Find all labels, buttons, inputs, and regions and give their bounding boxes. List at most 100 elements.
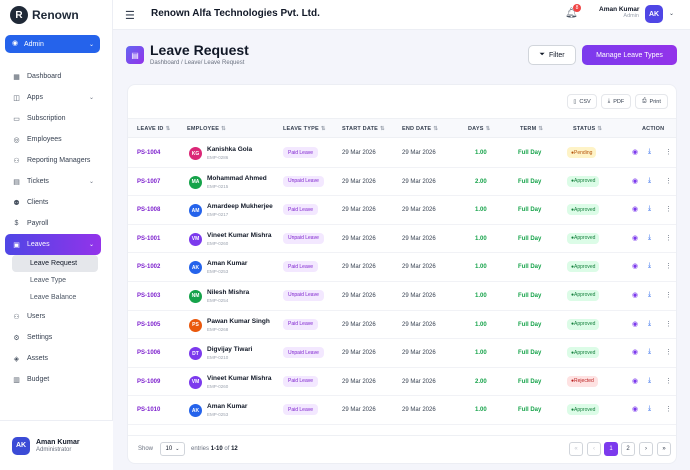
page-button[interactable]: › <box>639 442 653 456</box>
download-icon[interactable]: ⤓ <box>648 176 652 184</box>
filter-button[interactable]: ⏷ Filter <box>528 45 576 65</box>
sidebar-item-leaves[interactable]: ▣ Leaves ⌄ <box>5 234 101 255</box>
sidebar-subitem-leave-type[interactable]: Leave Type <box>12 272 98 289</box>
column-header[interactable]: EMPLOYEE ⇅ <box>187 126 226 132</box>
pdf-button[interactable]: ⤓ PDF <box>601 94 631 109</box>
leave-id[interactable]: PS-1009 <box>137 378 161 385</box>
leave-id[interactable]: PS-1001 <box>137 235 161 242</box>
download-icon[interactable]: ⤓ <box>648 348 652 356</box>
eye-icon[interactable]: ◉ <box>632 320 639 328</box>
more-icon[interactable]: ⋮ <box>665 377 672 385</box>
more-icon[interactable]: ⋮ <box>665 177 672 185</box>
leave-id[interactable]: PS-1002 <box>137 264 161 271</box>
column-header[interactable]: DAYS ⇅ <box>468 126 490 132</box>
column-header[interactable]: LEAVE ID ⇅ <box>137 126 170 132</box>
chevron-down-icon[interactable]: ⌄ <box>669 11 675 17</box>
sidebar-item-reporting-managers[interactable]: ⚇ Reporting Managers <box>5 150 101 171</box>
download-icon[interactable]: ⤓ <box>648 205 652 213</box>
sidebar-item-users[interactable]: ⚇ Users <box>5 306 101 327</box>
column-header[interactable]: LEAVE TYPE ⇅ <box>283 126 326 132</box>
eye-icon[interactable]: ◉ <box>632 177 639 185</box>
top-user-info[interactable]: Aman Kumar Admin <box>599 6 639 19</box>
download-icon[interactable]: ⤓ <box>648 290 652 298</box>
avatar[interactable]: AK <box>645 5 663 23</box>
download-icon[interactable]: ⤓ <box>648 405 652 413</box>
page-size-select[interactable]: 10 ⌄ <box>160 442 185 456</box>
download-icon[interactable]: ⤓ <box>648 376 652 384</box>
eye-icon[interactable]: ◉ <box>632 406 639 414</box>
table-row[interactable]: PS-1002 AK Aman Kumar EMP-0253 Paid Leav… <box>128 253 676 282</box>
entries-of: of <box>224 446 230 452</box>
column-header[interactable]: END DATE ⇅ <box>402 126 438 132</box>
more-icon[interactable]: ⋮ <box>665 320 672 328</box>
menu-icon[interactable]: ☰ <box>125 10 135 22</box>
table-row[interactable]: PS-1007 MA Mohammad Ahmed EMP-0215 Unpai… <box>128 168 676 197</box>
more-icon[interactable]: ⋮ <box>665 234 672 242</box>
role-select[interactable]: ◉ Admin ⌄ <box>5 35 100 53</box>
sidebar-item-apps[interactable]: ◫ Apps ⌄ <box>5 87 101 108</box>
more-icon[interactable]: ⋮ <box>665 206 672 214</box>
page-button[interactable]: « <box>569 442 583 456</box>
chevron-down-icon: ⌄ <box>88 95 94 101</box>
column-header[interactable]: START DATE ⇅ <box>342 126 385 132</box>
column-header[interactable]: TERM ⇅ <box>520 126 543 132</box>
download-icon[interactable]: ⤓ <box>648 233 652 241</box>
eye-icon[interactable]: ◉ <box>632 291 639 299</box>
page-button[interactable]: 2 <box>621 442 635 456</box>
page-button[interactable]: » <box>657 442 671 456</box>
eye-icon[interactable]: ◉ <box>632 149 639 156</box>
sidebar-item-tickets[interactable]: ▤ Tickets ⌄ <box>5 171 101 192</box>
eye-icon[interactable]: ◉ <box>632 377 639 385</box>
more-icon[interactable]: ⋮ <box>665 263 672 271</box>
employee-name: Pawan Kumar Singh <box>207 317 270 325</box>
sidebar-item-settings[interactable]: ⚙ Settings <box>5 327 101 348</box>
download-icon[interactable]: ⤓ <box>648 319 652 327</box>
sidebar-subitem-leave-balance[interactable]: Leave Balance <box>12 289 98 306</box>
users-icon: ⚇ <box>13 313 20 321</box>
eye-icon[interactable]: ◉ <box>632 263 639 271</box>
chevron-down-icon: ⌄ <box>88 242 94 248</box>
sidebar-item-dashboard[interactable]: ▦ Dashboard <box>5 66 101 87</box>
table-row[interactable]: PS-1010 AK Aman Kumar EMP-0253 Paid Leav… <box>128 396 676 425</box>
sidebar-item-assets[interactable]: ◈ Assets <box>5 348 101 369</box>
sidebar-item-subscription[interactable]: ▭ Subscription <box>5 108 101 129</box>
table-row[interactable]: PS-1008 AM Amardeep Mukherjee EMP-0217 P… <box>128 196 676 225</box>
bell-icon[interactable]: 🔔︎ <box>565 8 578 19</box>
more-icon[interactable]: ⋮ <box>665 149 672 156</box>
app-logo[interactable]: R Renown <box>10 5 79 25</box>
csv-button[interactable]: ▯ CSV <box>567 94 597 109</box>
print-button[interactable]: ⎙ Print <box>635 94 668 109</box>
leave-id[interactable]: PS-1008 <box>137 207 161 214</box>
page-button[interactable]: 1 <box>604 442 618 456</box>
table-row[interactable]: PS-1001 VM Vineet Kumar Mishra EMP-0260 … <box>128 225 676 254</box>
sidebar-item-employees[interactable]: ◎ Employees <box>5 129 101 150</box>
eye-icon[interactable]: ◉ <box>632 206 639 214</box>
leave-id[interactable]: PS-1004 <box>137 150 161 156</box>
leave-id[interactable]: PS-1007 <box>137 178 161 185</box>
table-row[interactable]: PS-1006 DT Digvijay Tiwari EMP-0210 Unpa… <box>128 339 676 368</box>
download-icon[interactable]: ⤓ <box>648 148 652 155</box>
leave-id[interactable]: PS-1003 <box>137 292 161 299</box>
page-button[interactable]: ‹ <box>587 442 601 456</box>
leave-id[interactable]: PS-1006 <box>137 350 161 357</box>
manage-leave-types-button[interactable]: Manage Leave Types <box>582 45 677 65</box>
table-row[interactable]: PS-1009 VM Vineet Kumar Mishra EMP-0260 … <box>128 368 676 397</box>
filter-icon: ⏷ <box>539 51 546 58</box>
eye-icon[interactable]: ◉ <box>632 234 639 242</box>
column-header[interactable]: STATUS ⇅ <box>573 126 602 132</box>
leave-id[interactable]: PS-1005 <box>137 321 161 328</box>
more-icon[interactable]: ⋮ <box>665 291 672 299</box>
more-icon[interactable]: ⋮ <box>665 406 672 414</box>
sidebar-subitem-leave-request[interactable]: Leave Request <box>12 255 98 272</box>
more-icon[interactable]: ⋮ <box>665 349 672 357</box>
sidebar-user-card[interactable]: AK Aman Kumar Administrator <box>0 420 113 470</box>
eye-icon[interactable]: ◉ <box>632 349 639 357</box>
sidebar-item-clients[interactable]: ⚉ Clients <box>5 192 101 213</box>
table-row[interactable]: PS-1004 KG Kanishka Gola EMP-0286 Paid L… <box>128 139 676 168</box>
sidebar-item-payroll[interactable]: $ Payroll <box>5 213 101 234</box>
table-row[interactable]: PS-1005 PS Pawan Kumar Singh EMP-0268 Pa… <box>128 311 676 340</box>
sidebar-item-budget[interactable]: ▥ Budget <box>5 369 101 390</box>
download-icon[interactable]: ⤓ <box>648 262 652 270</box>
leave-id[interactable]: PS-1010 <box>137 407 161 414</box>
table-row[interactable]: PS-1003 NM Nilesh Mishra EMP-0254 Unpaid… <box>128 282 676 311</box>
